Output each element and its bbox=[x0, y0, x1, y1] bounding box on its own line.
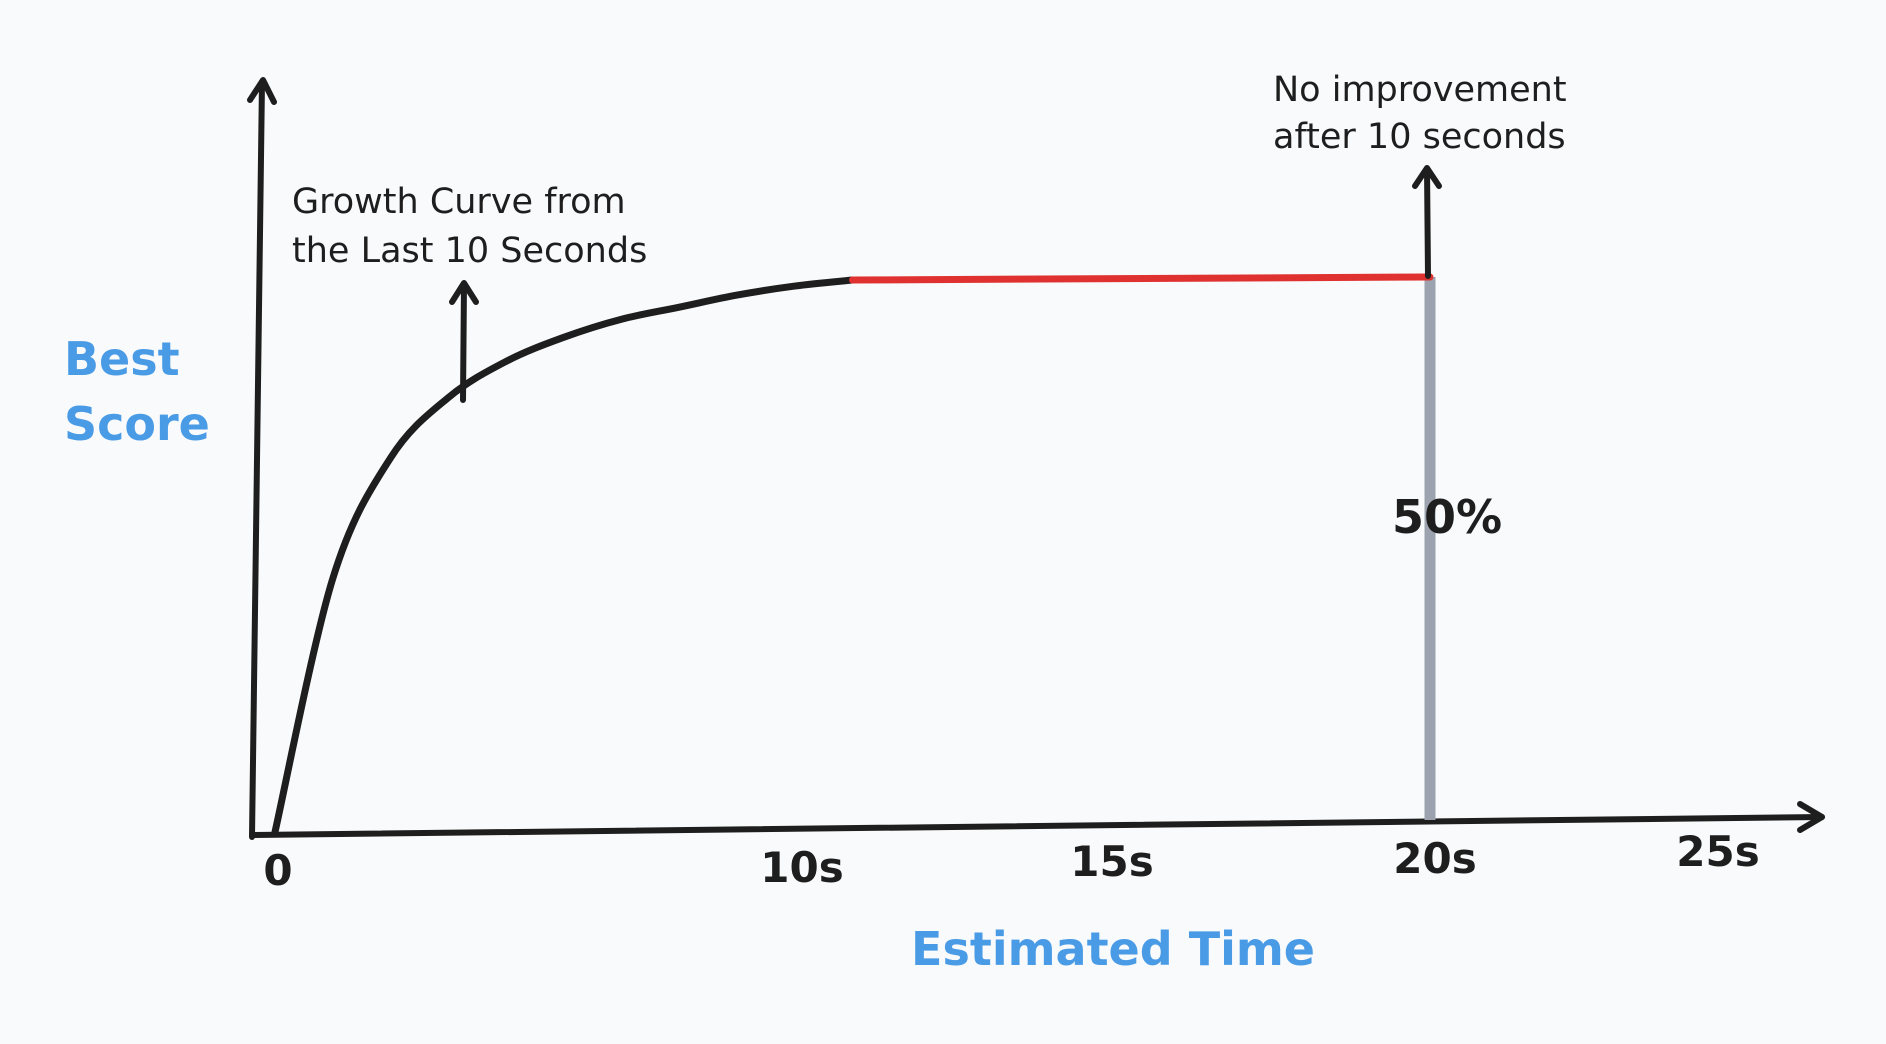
y-axis-label-line-2: Score bbox=[64, 397, 210, 451]
growth-annotation-arrow bbox=[449, 280, 479, 403]
marker-percent-label: 50% bbox=[1392, 490, 1502, 544]
x-tick-label-0: 0 bbox=[263, 846, 292, 895]
no-improvement-line-2: after 10 seconds bbox=[1273, 117, 1566, 157]
growth-annotation-line-2: the Last 10 Seconds bbox=[292, 231, 647, 271]
no-improvement-arrow bbox=[1412, 165, 1442, 279]
x-tick-label-10: 10s bbox=[760, 843, 843, 892]
growth-curve-series bbox=[271, 276, 856, 836]
x-axis-label: Estimated Time bbox=[911, 922, 1315, 976]
x-axis bbox=[249, 814, 1825, 838]
x-tick-label-25: 25s bbox=[1676, 827, 1759, 876]
x-axis-arrowhead bbox=[1797, 801, 1825, 833]
no-improvement-line-1: No improvement bbox=[1273, 70, 1567, 110]
plateau-series bbox=[849, 273, 1434, 284]
growth-annotation-line-1: Growth Curve from bbox=[292, 182, 626, 222]
x-tick-label-20: 20s bbox=[1393, 834, 1476, 883]
x-tick-label-15: 15s bbox=[1070, 837, 1153, 886]
x-tick-labels: 0 10s 15s 20s 25s bbox=[263, 827, 1759, 895]
y-axis bbox=[249, 79, 265, 840]
y-axis-arrowhead bbox=[247, 77, 277, 105]
y-axis-label-line-1: Best bbox=[64, 332, 180, 386]
